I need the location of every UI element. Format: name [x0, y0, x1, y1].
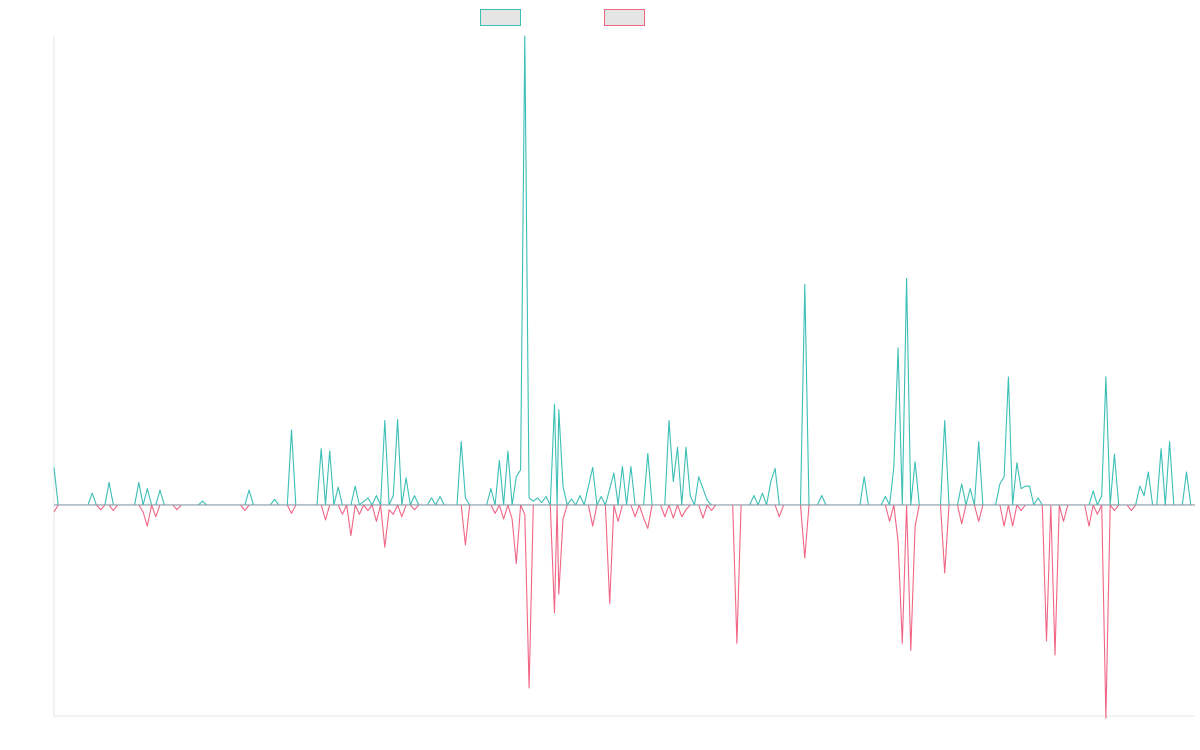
series-line-negative: [53, 504, 1195, 719]
legend-swatch-negative[interactable]: [604, 9, 645, 26]
legend-swatch-positive[interactable]: [480, 9, 521, 26]
series-layer: [53, 35, 1195, 719]
series-line-positive: [53, 35, 1195, 506]
axes: [53, 36, 1195, 717]
legend: [480, 9, 645, 26]
